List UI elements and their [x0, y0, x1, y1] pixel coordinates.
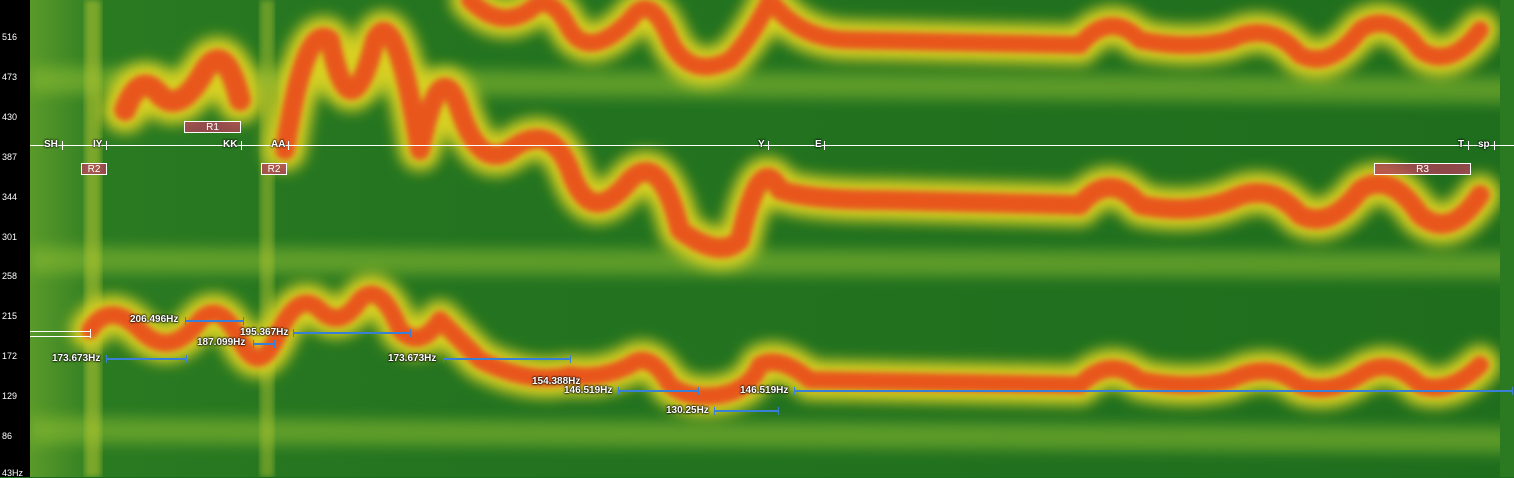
pitch-segment-line[interactable]: [618, 387, 699, 395]
phoneme-boundary[interactable]: [1494, 141, 1495, 150]
freq-tick-label: 473: [2, 72, 18, 82]
pitch-segment-line[interactable]: [106, 355, 187, 363]
freq-tick-label: 172: [2, 351, 18, 361]
region-box-r2[interactable]: R2: [81, 163, 107, 175]
pitch-segment-line[interactable]: [714, 407, 779, 415]
formant-track: [461, 0, 1489, 76]
freq-tick-label: 301: [2, 232, 18, 242]
freq-tick-label: 344: [2, 192, 18, 202]
phoneme-label[interactable]: IY: [93, 139, 103, 150]
pitch-segment-line[interactable]: [253, 340, 275, 348]
phoneme-boundary[interactable]: [768, 141, 769, 150]
freq-tick-label: 86: [2, 431, 13, 441]
phoneme-label[interactable]: sp: [1478, 139, 1490, 150]
pitch-segment-label: 173.673Hz: [52, 353, 101, 364]
pitch-segment-label: 195.367Hz: [240, 327, 289, 338]
phoneme-label[interactable]: SH: [44, 139, 58, 150]
pitch-segment-label: 130.25Hz: [666, 405, 709, 416]
pitch-segment-line[interactable]: [185, 317, 244, 325]
phoneme-label[interactable]: T: [1458, 139, 1465, 150]
spectrogram[interactable]: [30, 0, 1514, 477]
phoneme-track-line: [30, 145, 1514, 146]
region-box-r1[interactable]: R1: [184, 121, 241, 133]
selection-marker[interactable]: [30, 329, 91, 338]
phoneme-label[interactable]: KK: [223, 139, 238, 150]
freq-tick-label: 43Hz: [2, 468, 24, 478]
freq-tick-label: 516: [2, 32, 18, 42]
freq-tick-label: 387: [2, 152, 18, 162]
phoneme-boundary[interactable]: [288, 141, 289, 150]
formant-track: [81, 285, 1489, 406]
phoneme-boundary[interactable]: [1468, 141, 1469, 150]
freq-tick-label: 129: [2, 391, 18, 401]
pitch-segment-label: 206.496Hz: [130, 314, 179, 325]
freq-tick-label: 258: [2, 271, 18, 281]
freq-tick-label: 430: [2, 112, 18, 122]
phoneme-boundary[interactable]: [241, 141, 242, 150]
formant-track: [114, 49, 251, 121]
phoneme-boundary[interactable]: [824, 141, 825, 150]
phoneme-boundary[interactable]: [106, 141, 107, 150]
formant-track: [275, 21, 1490, 258]
pitch-segment-label: 146.519Hz: [740, 385, 789, 396]
pitch-segment-line[interactable]: [443, 355, 571, 363]
phoneme-label[interactable]: AA: [271, 139, 286, 150]
phoneme-label[interactable]: Y: [758, 139, 765, 150]
pitch-segment-label: 154.388Hz: [532, 376, 581, 387]
frequency-ruler: 516 473 430 387 344 301 258 215 172 129 …: [0, 0, 30, 478]
region-box-r2[interactable]: R2: [261, 163, 287, 175]
phoneme-boundary[interactable]: [62, 141, 63, 150]
pitch-segment-label: 187.099Hz: [197, 337, 246, 348]
region-box-r3[interactable]: R3: [1374, 163, 1471, 175]
pitch-segment-label: 173.673Hz: [388, 353, 437, 364]
phoneme-label[interactable]: E: [815, 139, 822, 150]
freq-tick-label: 215: [2, 311, 18, 321]
pitch-segment-line[interactable]: [293, 329, 411, 337]
pitch-segment-label: 146.519Hz: [564, 385, 613, 396]
pitch-segment-line[interactable]: [794, 387, 1513, 395]
